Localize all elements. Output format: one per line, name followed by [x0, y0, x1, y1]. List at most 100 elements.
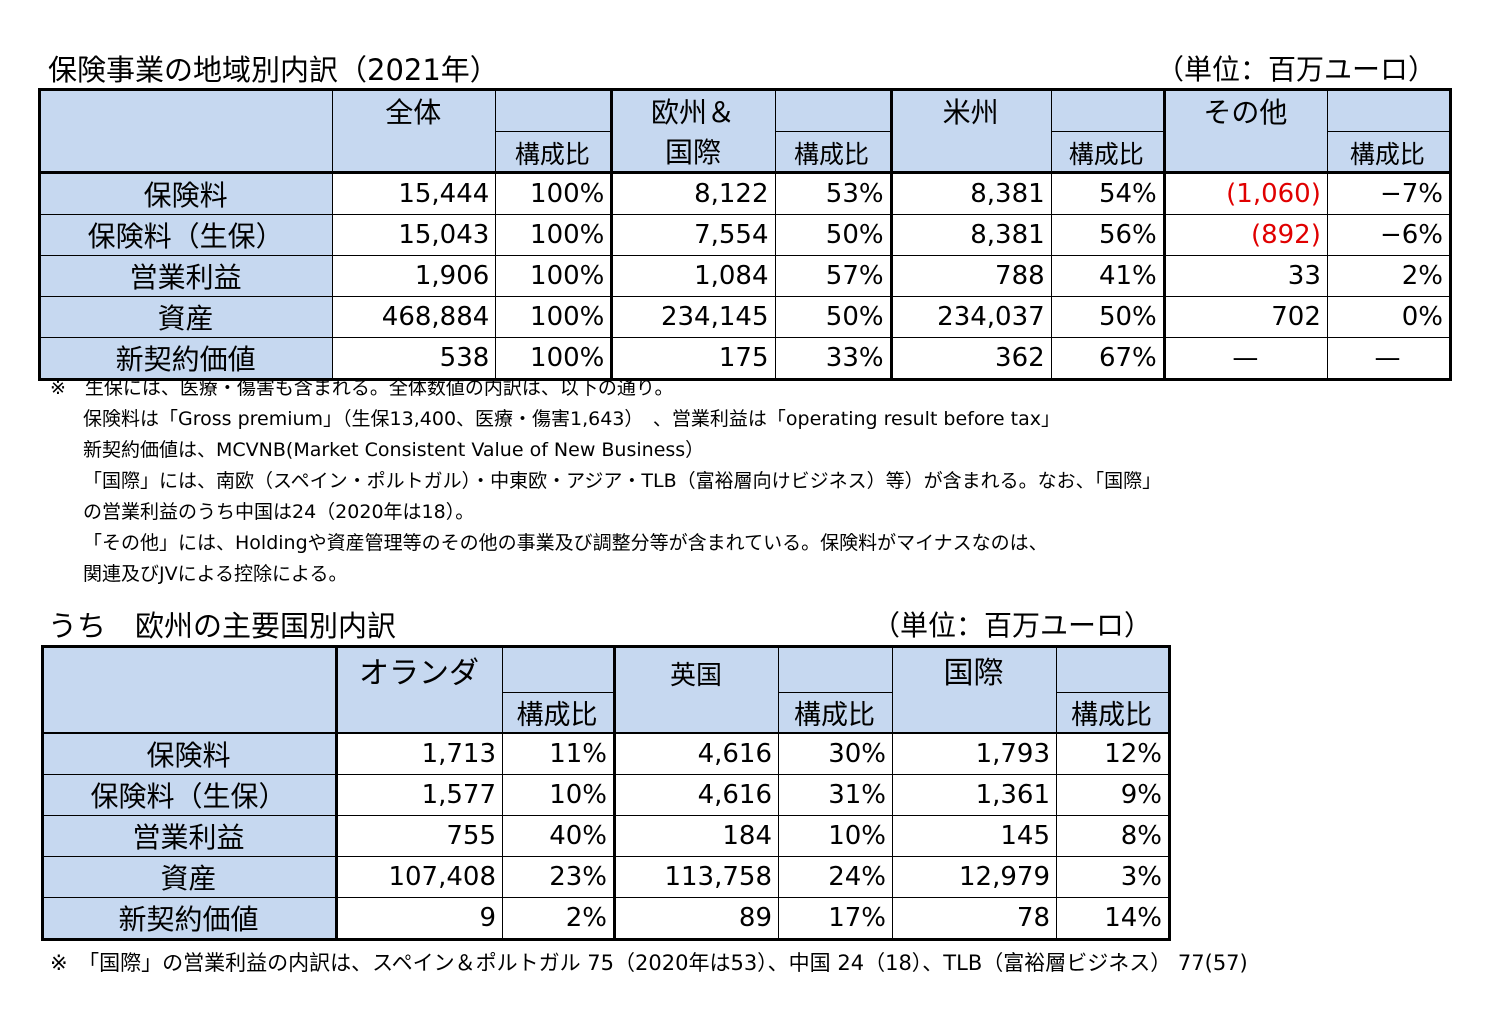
row-label: 保険料: [42, 732, 337, 775]
ratio-cell: 100%: [495, 255, 613, 297]
value-cell: 107,408: [335, 856, 503, 898]
ratio-cell: 12%: [1056, 732, 1170, 775]
value-cell: 362: [889, 337, 1052, 380]
row-label: 資産: [42, 856, 337, 898]
note-line: の営業利益のうち中国は24（2020年は18）。: [83, 501, 475, 523]
value-cell: 468,884: [332, 296, 497, 338]
ratio-header: 構成比: [1326, 130, 1452, 174]
group-header-bottom: [335, 692, 503, 734]
row-label: 営業利益: [42, 815, 337, 857]
note-line: 関連及びJVによる控除による。: [83, 563, 348, 585]
value-cell: 1,906: [332, 255, 497, 297]
ratio-cell: 41%: [1050, 255, 1165, 297]
ratio-cell: 53%: [774, 172, 892, 215]
value-cell: (1,060): [1162, 172, 1328, 215]
value-cell: 9: [335, 897, 503, 940]
group-header-bottom: [613, 692, 779, 734]
group-header-europe: 欧州＆: [610, 89, 776, 131]
ratio-cell: —: [1326, 337, 1452, 380]
table-row: 営業利益 755 40% 184 10% 145 8%: [42, 815, 1170, 857]
corner-cell: [42, 646, 337, 734]
ratio-cell: 54%: [1050, 172, 1165, 215]
value-cell: 12,979: [892, 856, 1057, 898]
ratio-cell: −7%: [1326, 172, 1452, 215]
ratio-header: 構成比: [502, 691, 615, 734]
ratio-cell: 17%: [778, 897, 893, 940]
group-header-spacer: [1051, 89, 1165, 131]
row-label: 新契約価値: [38, 337, 334, 380]
value-cell: (892): [1162, 214, 1328, 256]
value-cell: 7,554: [610, 214, 776, 256]
value-cell: 8,381: [889, 172, 1052, 215]
note-line: ※ 生保には、医療・傷害も含まれる。全体数値の内訳は、以下の通り。: [50, 377, 674, 399]
value-cell: 145: [892, 815, 1057, 857]
value-cell: 234,037: [889, 296, 1052, 338]
ratio-header: 構成比: [778, 691, 893, 734]
value-cell: 702: [1162, 296, 1328, 338]
group-header-bottom: [332, 131, 497, 174]
group-header-uk: 英国: [613, 646, 779, 692]
ratio-cell: 30%: [778, 732, 893, 775]
table-row: 新契約価値 538 100% 175 33% 362 67% — —: [38, 337, 1452, 380]
value-cell: 4,616: [613, 774, 779, 816]
row-label: 保険料（生保）: [38, 214, 334, 256]
ratio-cell: 8%: [1056, 815, 1170, 857]
regional-breakdown-table: 全体 欧州＆ 米州 その他 構成比 国際 構成比 構成比 構成比 保険料 15,4…: [38, 88, 1452, 381]
table2-title: うち 欧州の主要国別内訳: [48, 609, 397, 643]
group-header-total: 全体: [332, 89, 497, 131]
table-row: 保険料 1,713 11% 4,616 30% 1,793 12%: [42, 732, 1170, 775]
group-header-spacer: [502, 646, 615, 692]
group-header-other: その他: [1162, 89, 1328, 131]
group-header-intl: 国際: [892, 646, 1057, 692]
table1-notes: ※ 生保には、医療・傷害も含まれる。全体数値の内訳は、以下の通り。 保険料は「G…: [50, 373, 1161, 590]
value-cell: 15,043: [332, 214, 497, 256]
corner-cell: [38, 89, 334, 174]
table-row: 保険料（生保） 1,577 10% 4,616 31% 1,361 9%: [42, 774, 1170, 816]
value-cell: 89: [613, 897, 779, 940]
ratio-header: 構成比: [495, 130, 613, 174]
group-header-intl: 国際: [610, 131, 776, 174]
value-cell: 8,381: [889, 214, 1052, 256]
value-cell: 113,758: [613, 856, 779, 898]
table2-body: 保険料 1,713 11% 4,616 30% 1,793 12% 保険料（生保） 1,577 1…: [42, 732, 1170, 940]
table-row: 資産 468,884 100% 234,145 50% 234,037 50% 702 0%: [38, 296, 1452, 338]
ratio-cell: 3%: [1056, 856, 1170, 898]
ratio-cell: 14%: [1056, 897, 1170, 940]
note-line: 保険料は「Gross premium」（生保13,400、医療・傷害1,643）…: [83, 408, 1060, 430]
value-cell: 15,444: [332, 172, 497, 215]
value-cell: 184: [613, 815, 779, 857]
ratio-cell: 50%: [774, 214, 892, 256]
ratio-header: 構成比: [1050, 130, 1165, 174]
group-header-spacer: [1327, 89, 1452, 131]
group-header-bottom: [889, 131, 1052, 174]
value-cell: 33: [1162, 255, 1328, 297]
row-label: 保険料: [38, 172, 334, 215]
ratio-cell: 31%: [778, 774, 893, 816]
ratio-cell: 0%: [1326, 296, 1452, 338]
ratio-cell: 23%: [502, 856, 615, 898]
value-cell: 1,361: [892, 774, 1057, 816]
row-label: 資産: [38, 296, 334, 338]
ratio-cell: 10%: [778, 815, 893, 857]
value-cell: 78: [892, 897, 1057, 940]
value-cell: 234,145: [610, 296, 776, 338]
ratio-cell: 50%: [774, 296, 892, 338]
value-cell: 1,577: [335, 774, 503, 816]
value-cell: 175: [610, 337, 776, 380]
group-header-spacer: [495, 89, 613, 131]
ratio-cell: 100%: [495, 214, 613, 256]
ratio-header: 構成比: [774, 130, 892, 174]
ratio-cell: 24%: [778, 856, 893, 898]
value-cell: 755: [335, 815, 503, 857]
ratio-header: 構成比: [1056, 691, 1170, 734]
ratio-cell: 100%: [495, 337, 613, 380]
value-cell: —: [1162, 337, 1328, 380]
ratio-cell: 100%: [495, 172, 613, 215]
note-line: 「国際」には、南欧（スペイン・ポルトガル）・中東欧・アジア・TLB（富裕層向けビ…: [83, 470, 1162, 492]
group-header-spacer: [778, 646, 893, 692]
note-line: 「その他」には、Holdingや資産管理等のその他の事業及び調整分等が含まれてい…: [83, 532, 1048, 554]
group-header-bottom: [892, 692, 1057, 734]
row-label: 保険料（生保）: [42, 774, 337, 816]
europe-country-table: オランダ 英国 国際 構成比 構成比 構成比 保険料 1,713 11% 4,616 3…: [41, 645, 1171, 941]
ratio-cell: 2%: [1326, 255, 1452, 297]
